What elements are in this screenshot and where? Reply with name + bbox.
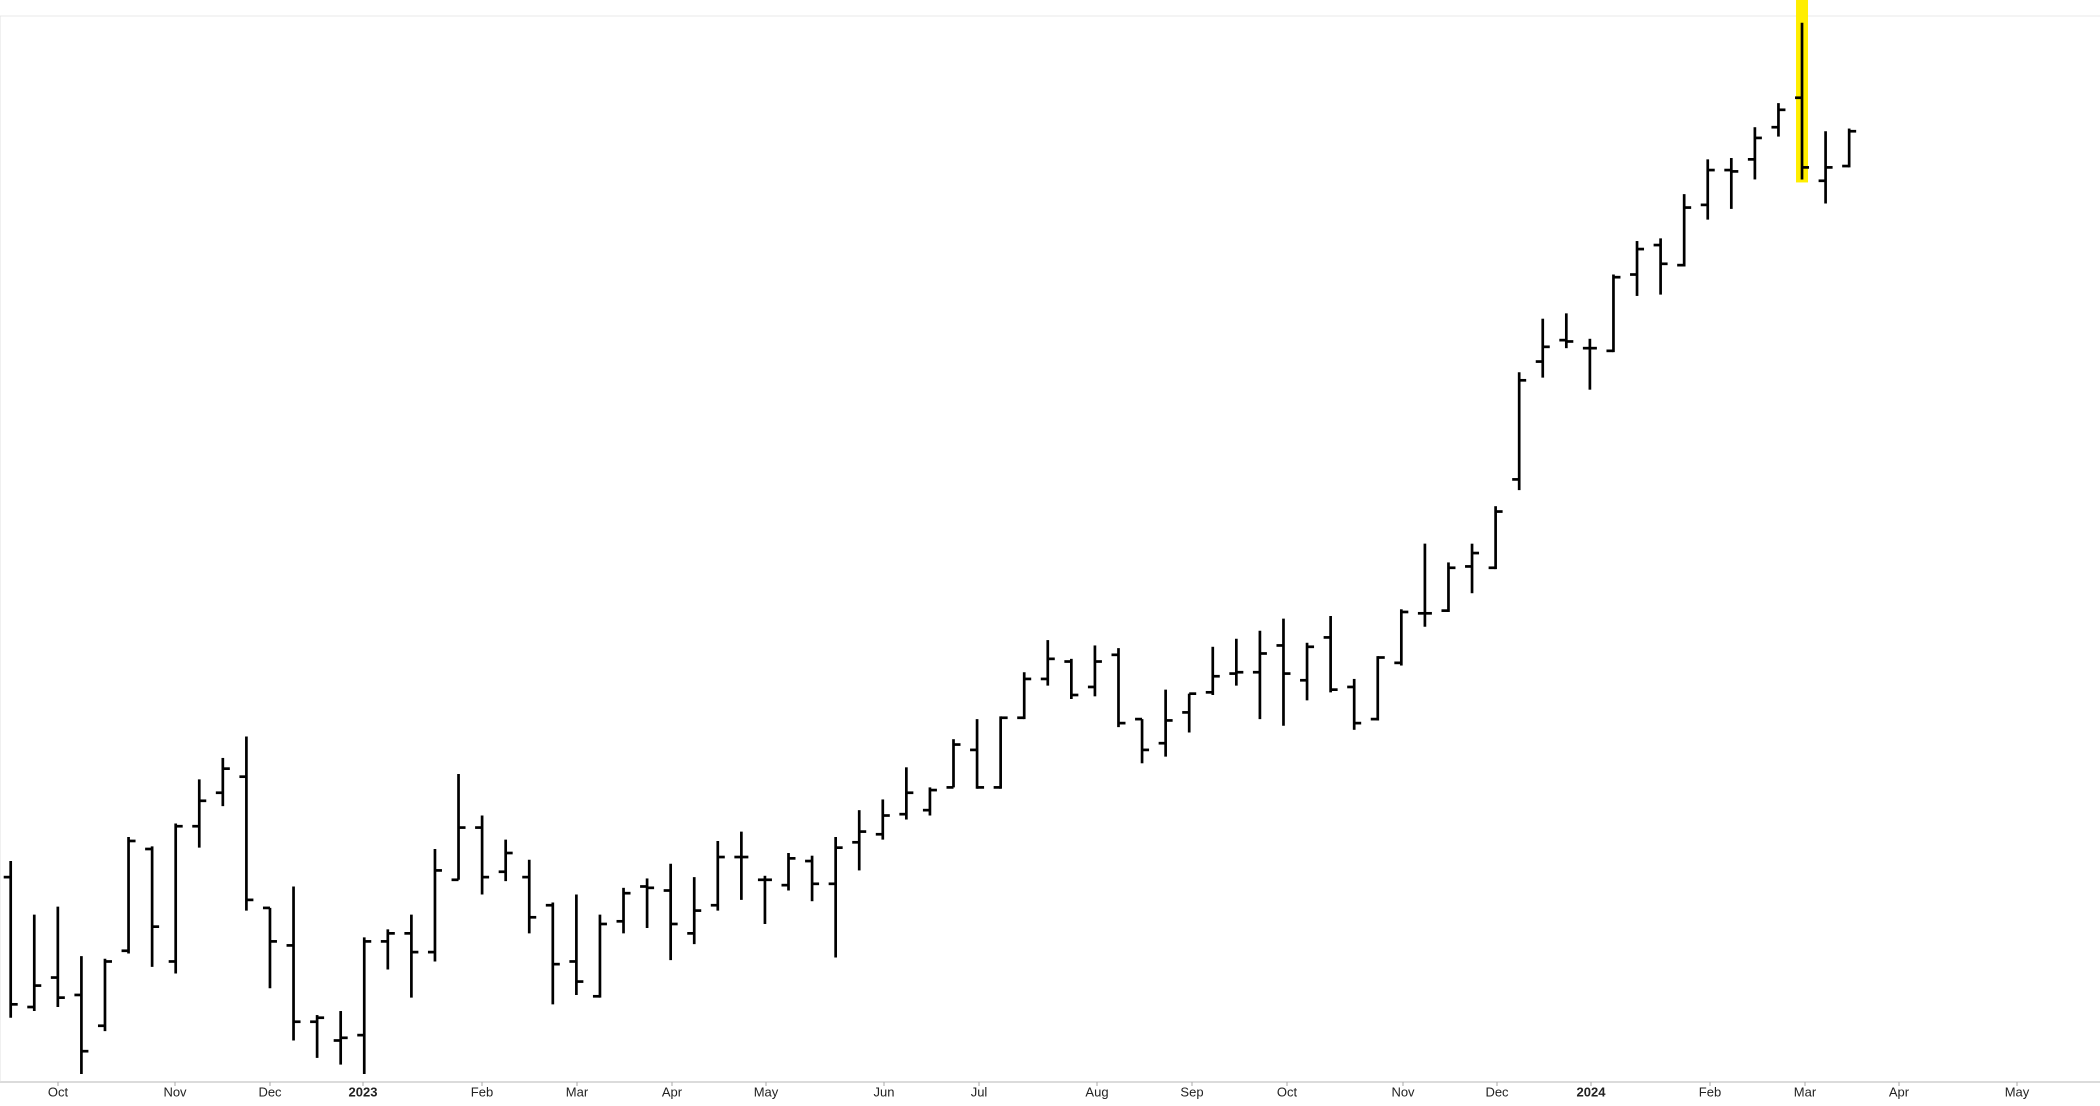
x-tick-label: Mar: [566, 1084, 589, 1099]
x-tick-label: Oct: [48, 1084, 69, 1099]
x-tick-label: Apr: [1889, 1084, 1910, 1099]
x-tick-label: Dec: [1485, 1084, 1509, 1099]
x-tick-label: Jul: [971, 1084, 988, 1099]
x-tick-label: Dec: [258, 1084, 282, 1099]
x-tick-label: Aug: [1085, 1084, 1108, 1099]
x-tick-label: Mar: [1794, 1084, 1817, 1099]
x-tick-label: Nov: [1391, 1084, 1415, 1099]
x-tick-label: Jun: [874, 1084, 895, 1099]
x-tick-label: Oct: [1277, 1084, 1298, 1099]
x-tick-label: 2023: [349, 1084, 378, 1099]
x-tick-label: Sep: [1180, 1084, 1203, 1099]
x-tick-label: Feb: [1699, 1084, 1721, 1099]
x-tick-label: Apr: [662, 1084, 683, 1099]
x-tick-label: Nov: [163, 1084, 187, 1099]
x-tick-label: 2024: [1577, 1084, 1607, 1099]
x-tick-label: Feb: [471, 1084, 493, 1099]
x-tick-label: May: [754, 1084, 779, 1099]
x-tick-label: May: [2005, 1084, 2030, 1099]
